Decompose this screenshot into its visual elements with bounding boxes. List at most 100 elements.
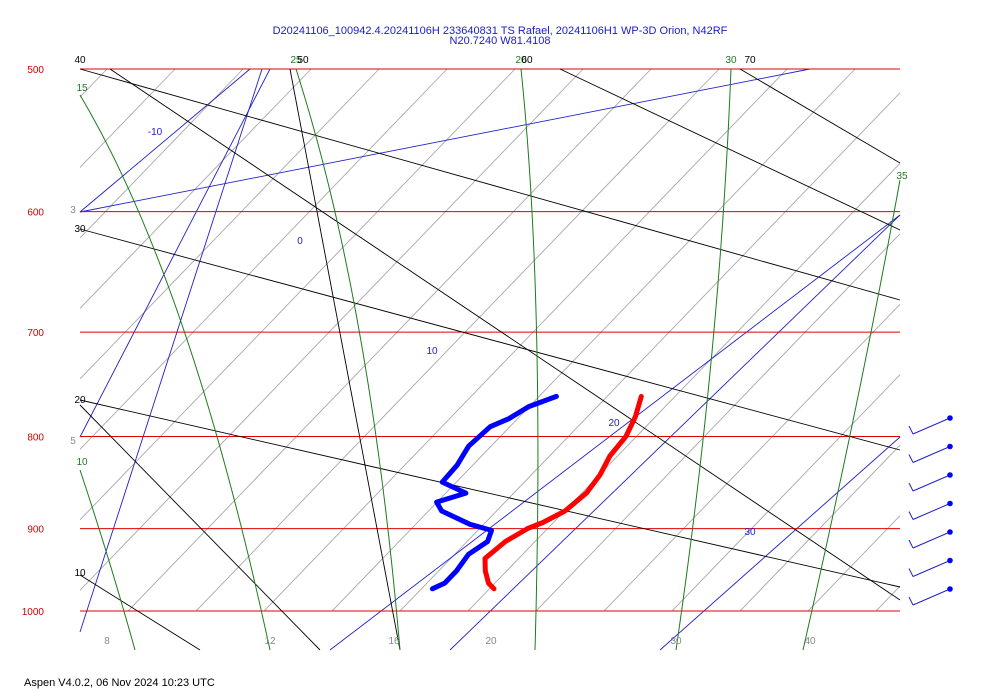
gray-isotherm-line [79,68,176,168]
wind-barb-staff [912,531,951,549]
gray-isotherm-line [79,68,380,380]
top-label: 70 [744,55,756,66]
wind-barb-dot [947,415,953,421]
dry-adiabat-line [79,228,901,451]
moist-adiabat-label: 20 [515,55,527,66]
wind-barb-staff [912,417,951,435]
blue-isotherm-line [79,68,263,633]
gray-isotherm-line [127,68,652,612]
pressure-label: 500 [27,65,44,76]
dry-adiabat-label: 10 [74,568,86,579]
profile-temperature [482,393,644,592]
gray-isotherm-line [807,515,901,612]
pressure-label: 600 [27,208,44,219]
chart-title-line2: N20.7240 W81.4108 [450,35,551,47]
dry-adiabat-line [739,68,901,164]
wind-barb-dot [947,472,953,478]
axis-labels: 500 600 700 800 900 1000 8 12 16 20 30 40 -10 0 10 20 30… [22,55,908,647]
blue-isotherm-line [329,214,901,651]
gray-isotherm-line [79,68,312,309]
gray-isotherm-line [263,68,788,612]
profile-dewpoint [429,393,559,592]
gray-isotherm-line [195,68,720,612]
temperature-tick-label: 12 [264,636,276,647]
moist-adiabat-label: 25 [290,55,302,66]
temperature-tick-label: 40 [804,636,816,647]
pressure-label: 900 [27,525,44,536]
isotherm-label: 0 [297,236,303,247]
wind-barb-staff [912,474,951,492]
gray-isotherm-line [467,163,901,612]
temperature-tick-label: 20 [485,636,497,647]
wind-barb-staff [912,588,951,606]
dry-adiabat-line [79,404,321,651]
wind-barb-feather [908,539,914,549]
wind-barb-dot [947,443,953,450]
gray-isotherm-line [603,303,901,612]
gray-isotherm-line [671,374,901,612]
gray-isotherm-line [331,68,856,612]
moist-adiabat-label: 35 [896,171,908,182]
moist-adiabat-label: 15 [76,83,88,94]
moist-adiabat-curve [295,68,401,651]
gray-isotherm-line [739,444,901,612]
blue-isotherm-line [449,214,901,651]
pressure-label: 1000 [22,607,45,618]
gray-isotherm-line [79,68,244,239]
dry-adiabat-label: 20 [74,395,86,406]
wind-barb [908,472,953,492]
blue-isotherm-line [659,436,901,651]
dry-adiabat-line [79,574,201,651]
dry-adiabat-line [79,68,901,301]
wind-barb-staff [912,446,951,463]
temperature-tick-label: 30 [670,636,682,647]
temperature-tick-label: 16 [388,636,400,647]
wind-barb [908,586,953,606]
sounding-profiles [429,393,644,592]
isotherm-label: 10 [426,346,438,357]
moist-adiabat-curve [675,68,732,651]
pressure-label: 800 [27,433,44,444]
moist-adiabat-curve [520,68,539,651]
wind-barb-feather [908,425,914,435]
isotherm-label: 20 [608,418,620,429]
gray-isotherm-line [79,68,584,591]
wind-barb-feather [908,511,914,520]
dry-adiabat-label: 40 [74,55,86,66]
wind-barb [908,415,953,435]
dry-adiabat-label: 30 [74,224,86,235]
moist-adiabat-label: 30 [725,55,737,66]
wind-barb [908,529,953,549]
moist-adiabat-curve [79,94,271,651]
top-label: 60 [521,55,533,66]
grid-lines [79,68,901,651]
moist-adiabat-label: 10 [76,457,88,468]
moist-adiabat-curve [802,179,901,651]
mixing-ratio-label: 3 [70,205,76,216]
wind-barb-feather [908,568,914,577]
dry-adiabat-line [79,399,901,588]
gray-isotherm-line [875,585,901,612]
adiabat-lines [79,68,901,651]
top-label: 50 [297,55,309,66]
isotherm-label: 30 [744,527,756,538]
blue-isotherm-line [79,68,271,438]
wind-barb-staff [912,503,951,520]
wind-barb-dot [947,586,953,592]
blue-isotherm-line [79,68,811,213]
footer-version-text: Aspen V4.0.2, 06 Nov 2024 10:23 UTC [24,677,215,689]
dry-adiabat-line [559,68,901,231]
wind-barbs [908,415,953,606]
wind-barb-feather [908,596,914,606]
gray-isotherm-line [399,92,901,612]
mixing-ratio-label: 5 [70,436,76,447]
wind-barb [908,443,953,463]
moist-adiabat-curve [79,469,136,651]
isotherm-label: -10 [148,127,163,138]
gray-isotherm-line [79,68,516,521]
temperature-tick-label: 8 [104,636,110,647]
wind-barb [908,500,953,520]
blue-isotherm-line [79,68,251,213]
gray-isotherm-line [535,233,901,612]
